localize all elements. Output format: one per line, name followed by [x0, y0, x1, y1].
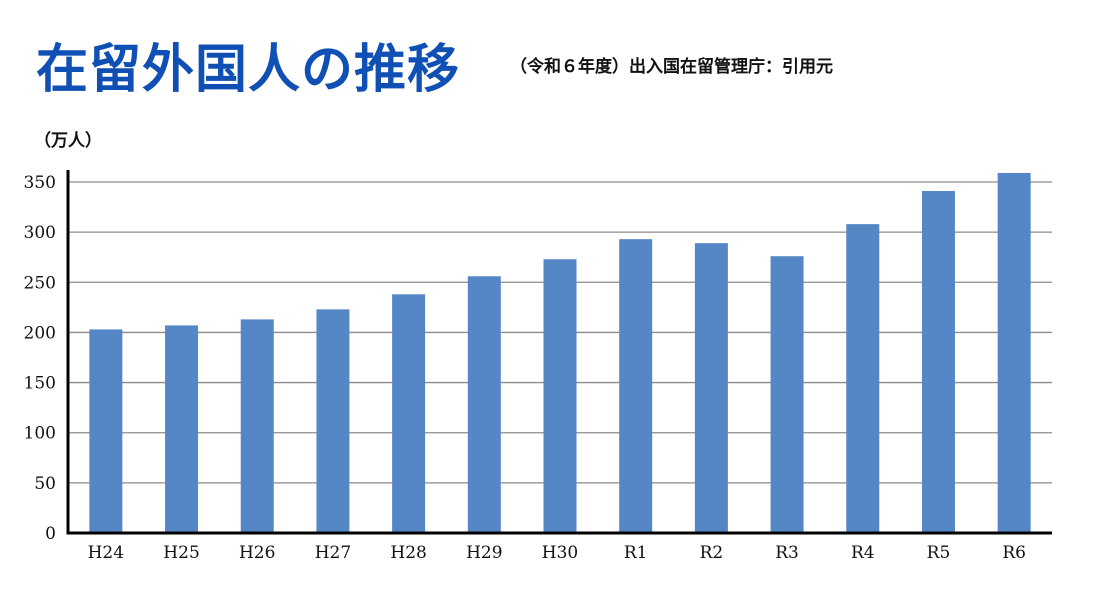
- bar-r4: [846, 224, 880, 533]
- x-tick-label: R6: [1002, 543, 1026, 563]
- x-tick-label: H30: [542, 543, 578, 563]
- bar-r2: [694, 243, 728, 533]
- bar-h25: [165, 325, 199, 533]
- bar-r6: [997, 172, 1031, 533]
- x-tick-label: H27: [315, 543, 351, 563]
- x-tick-label: R1: [624, 543, 648, 563]
- y-tick-label: 50: [34, 474, 56, 494]
- bar-h28: [392, 294, 426, 533]
- x-tick-label: R3: [775, 543, 799, 563]
- x-tick-label: R2: [700, 543, 724, 563]
- y-tick-label: 200: [24, 323, 56, 343]
- x-tick-label: H26: [239, 543, 275, 563]
- bar-r3: [770, 256, 804, 533]
- bar-h29: [467, 276, 501, 533]
- y-tick-label: 0: [45, 524, 56, 544]
- source-note: （令和６年度）出入国在留管理庁：引用元: [510, 57, 833, 77]
- y-tick-labels: 0 50 100 150 200 250 300 350: [24, 173, 56, 544]
- y-tick-label: 150: [24, 374, 56, 394]
- bar-h24: [89, 329, 123, 533]
- x-tick-label: H25: [163, 543, 199, 563]
- x-tick-label: H24: [88, 543, 124, 563]
- bar-h30: [543, 259, 577, 533]
- y-axis-unit-label: （万人）: [34, 130, 102, 151]
- bars: [89, 172, 1031, 534]
- y-tick-label: 250: [24, 273, 56, 293]
- bar-h27: [316, 309, 350, 533]
- y-tick-label: 350: [24, 173, 56, 193]
- bar-h26: [240, 319, 274, 533]
- bar-r5: [921, 191, 955, 534]
- x-tick-label: R5: [927, 543, 951, 563]
- x-tick-label: H29: [466, 543, 502, 563]
- x-tick-label: H28: [390, 543, 426, 563]
- x-tick-labels: H24 H25 H26 H27 H28 H29 H30 R1 R2 R3 R4 R5 R6: [88, 543, 1026, 563]
- x-tick-label: R4: [851, 543, 875, 563]
- chart-title: 在留外国人の推移: [36, 40, 461, 100]
- bar-r1: [619, 239, 653, 534]
- y-tick-label: 100: [24, 424, 56, 444]
- axes: [66, 170, 1052, 535]
- y-tick-label: 300: [24, 223, 56, 243]
